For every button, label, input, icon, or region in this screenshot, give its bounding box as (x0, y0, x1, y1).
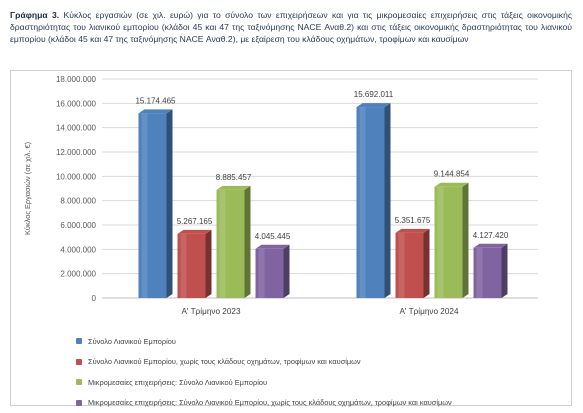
y-tick-label: 8.000.000 (60, 197, 96, 206)
legend-item: Μικρομεσαίες επιχειρήσεις: Σύνολο Λιανικ… (76, 393, 556, 413)
bar-top (178, 230, 212, 234)
data-label: 4.045.445 (255, 232, 291, 241)
bar-highlight (399, 233, 405, 298)
legend-swatch (76, 379, 82, 385)
y-tick-label: 14.000.000 (56, 124, 97, 133)
bar-side (502, 244, 508, 298)
bar-highlight (360, 107, 366, 298)
x-tick-label: Α' Τρίμηνο 2024 (399, 307, 458, 316)
bar-side (206, 230, 212, 298)
y-tick-label: 6.000.000 (60, 221, 96, 230)
y-tick-label: 16.000.000 (56, 99, 97, 108)
y-tick-label: 10.000.000 (56, 172, 97, 181)
bar-highlight (438, 187, 444, 298)
data-label: 8.885.457 (216, 173, 252, 182)
bar-side (424, 229, 430, 298)
data-label: 4.127.420 (473, 231, 509, 240)
legend-label: Σύνολο Λιανικού Εμπορίου, χωρίς τους κλά… (88, 357, 361, 366)
y-tick-label: 4.000.000 (60, 245, 96, 254)
y-tick-label: 12.000.000 (56, 148, 97, 157)
legend-item: Σύνολο Λιανικού Εμπορίου (76, 331, 556, 352)
y-axis-title: Κύκλος Εργασιών (σε χιλ. €) (23, 142, 32, 235)
data-label: 15.692.011 (354, 90, 394, 99)
y-tick-label: 0 (92, 294, 97, 303)
bar-side (167, 109, 173, 298)
legend-swatch (76, 338, 82, 344)
legend-label: Μικρομεσαίες επιχειρήσεις: Σύνολο Λιανικ… (88, 398, 452, 407)
bar-top (474, 244, 508, 248)
bar-top (256, 245, 290, 249)
x-tick-label: Α' Τρίμηνο 2023 (181, 307, 240, 316)
bar-highlight (142, 113, 148, 298)
data-label: 9.144.854 (434, 170, 470, 179)
y-tick-label: 18.000.000 (56, 75, 97, 84)
legend-item: Μικρομεσαίες επιχειρήσεις: Σύνολο Λιανικ… (76, 372, 556, 393)
data-label: 5.267.165 (177, 217, 213, 226)
legend-item: Σύνολο Λιανικού Εμπορίου, χωρίς τους κλά… (76, 352, 556, 373)
y-tick-label: 2.000.000 (60, 270, 96, 279)
bar-side (385, 103, 391, 298)
bar-top (217, 186, 251, 190)
legend-swatch (76, 400, 82, 406)
bar-side (245, 186, 251, 298)
legend-label: Σύνολο Λιανικού Εμπορίου (88, 337, 176, 346)
bar-side (284, 245, 290, 298)
data-label: 5.351.675 (395, 216, 431, 225)
bar-highlight (220, 190, 226, 298)
legend-swatch (76, 359, 82, 365)
bar-top (396, 229, 430, 233)
bar-highlight (477, 248, 483, 298)
bar-top (357, 103, 391, 107)
bar-top (139, 109, 173, 113)
chart-legend: Σύνολο Λιανικού Εμπορίου Σύνολο Λιανικού … (76, 331, 556, 413)
bar-side (463, 183, 469, 298)
bar-highlight (259, 249, 265, 298)
bar-top (435, 183, 469, 187)
data-label: 15.174.465 (135, 96, 176, 105)
bar-highlight (181, 234, 187, 298)
legend-label: Μικρομεσαίες επιχειρήσεις: Σύνολο Λιανικ… (88, 378, 267, 387)
